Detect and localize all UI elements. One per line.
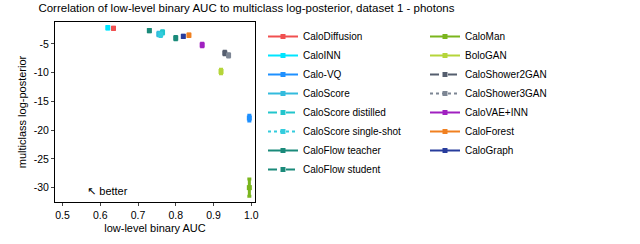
svg-text:CaloScore single-shot: CaloScore single-shot [303,126,401,137]
svg-text:1.0: 1.0 [244,209,259,221]
svg-text:CaloForest: CaloForest [465,126,514,137]
svg-text:BoloGAN: BoloGAN [465,50,507,61]
svg-text:CaloGraph: CaloGraph [465,145,513,156]
svg-text:Calo-VQ: Calo-VQ [303,69,342,80]
svg-text:CaloFlow teacher: CaloFlow teacher [303,145,381,156]
svg-text:0.5: 0.5 [55,209,70,221]
svg-text:-25: -25 [34,153,49,165]
svg-text:-20: -20 [34,124,49,136]
svg-text:0.6: 0.6 [93,209,108,221]
svg-text:CaloFlow student: CaloFlow student [303,164,380,175]
svg-text:-10: -10 [34,66,49,78]
svg-text:CaloShower2GAN: CaloShower2GAN [465,69,547,80]
svg-text:0.9: 0.9 [206,209,221,221]
svg-text:↖ better: ↖ better [87,185,128,197]
svg-text:-30: -30 [34,181,49,193]
svg-text:multiclass log-posterior: multiclass log-posterior [16,55,28,168]
svg-text:CaloVAE+INN: CaloVAE+INN [465,107,528,118]
svg-text:CaloScore: CaloScore [303,88,350,99]
svg-text:CaloScore distilled: CaloScore distilled [303,107,386,118]
svg-text:CaloMan: CaloMan [465,31,505,42]
svg-text:Correlation of low-level binar: Correlation of low-level binary AUC to m… [38,2,454,14]
svg-text:-15: -15 [34,95,49,107]
svg-text:CaloINN: CaloINN [303,50,341,61]
svg-text:CaloShower3GAN: CaloShower3GAN [465,88,547,99]
svg-text:-5: -5 [40,38,49,50]
svg-text:0.8: 0.8 [168,209,183,221]
svg-text:0.7: 0.7 [131,209,146,221]
svg-text:low-level binary AUC: low-level binary AUC [104,222,206,234]
svg-text:CaloDiffusion: CaloDiffusion [303,31,362,42]
